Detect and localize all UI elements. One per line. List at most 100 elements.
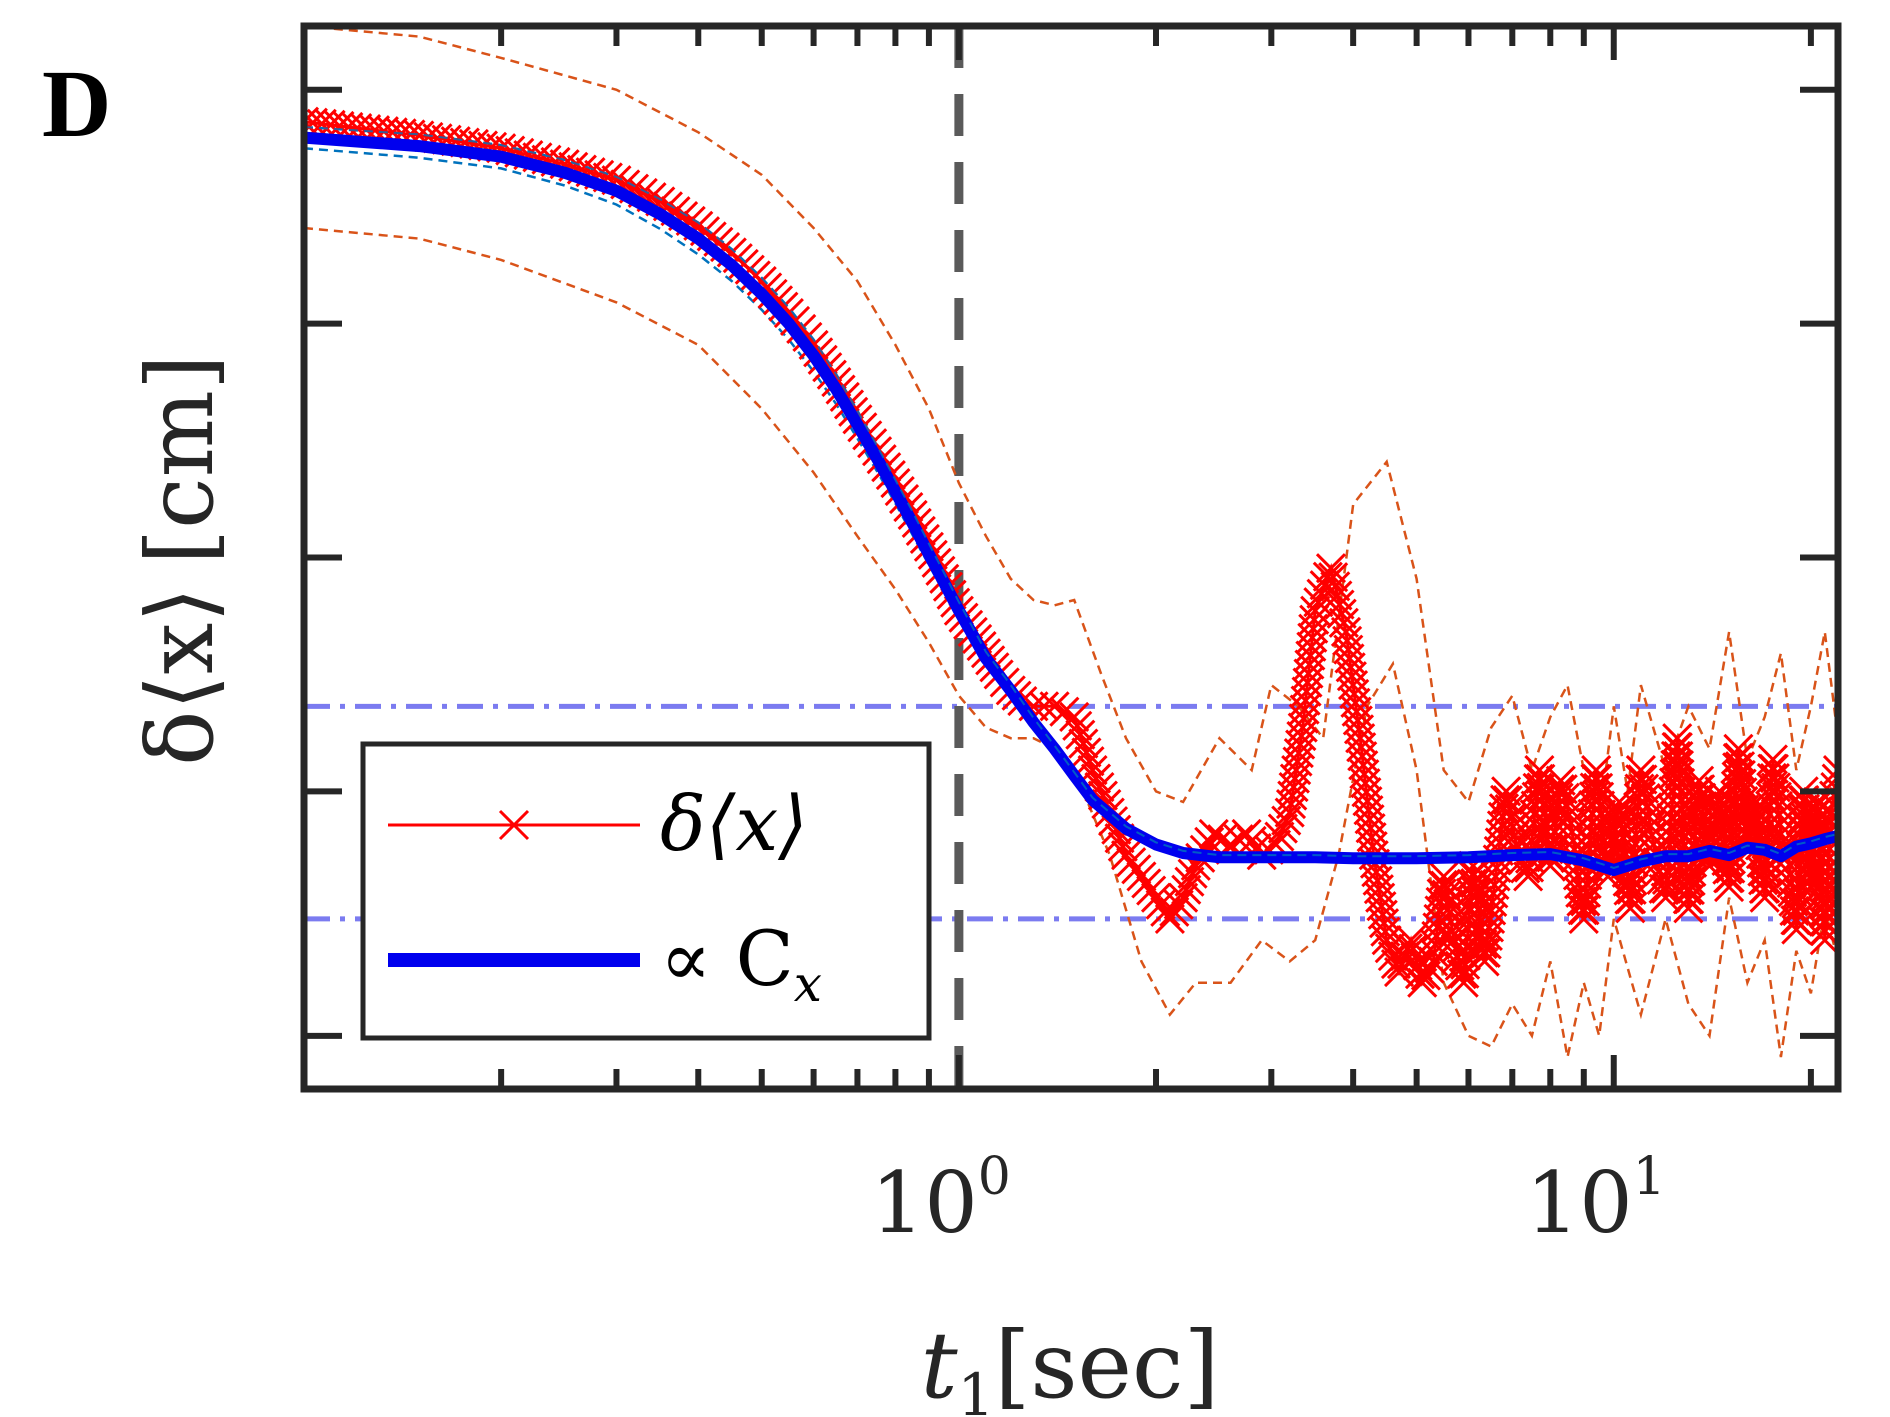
panel-letter: D bbox=[42, 50, 111, 157]
marker-58-0 bbox=[1491, 776, 1522, 807]
x-axis-label: t1[sec] bbox=[921, 1312, 1220, 1417]
marker-43-6 bbox=[1328, 607, 1359, 638]
marker-68-9-b bbox=[1612, 866, 1643, 897]
marker-45-8-b bbox=[1353, 795, 1384, 826]
marker-71-4-b bbox=[1646, 864, 1677, 896]
marker-64-8-b bbox=[1565, 877, 1596, 908]
x-tick-label-exp-0: 0 bbox=[978, 1147, 1011, 1207]
legend-marker-glyph-b bbox=[498, 809, 530, 841]
marker-0-1-b bbox=[304, 107, 328, 134]
marker-32-1-b bbox=[1159, 896, 1190, 927]
marker-43-2-b bbox=[1320, 571, 1351, 602]
marker-79-5-b bbox=[1727, 777, 1758, 808]
marker-45-2-b bbox=[1347, 741, 1378, 772]
marker-44-7-b bbox=[1339, 678, 1370, 709]
marker-39-1 bbox=[1264, 821, 1295, 852]
x-tick-label-base-0: 10 bbox=[871, 1154, 978, 1252]
marker-91-2 bbox=[1819, 780, 1838, 811]
series-bound-3 bbox=[304, 226, 1838, 1058]
marker-57-9-b bbox=[1490, 784, 1521, 815]
marker-66-4-b bbox=[1585, 790, 1616, 821]
marker-26-2-b bbox=[1065, 719, 1096, 750]
marker-43-0-b bbox=[1315, 553, 1347, 584]
marker-35-1-b bbox=[1207, 824, 1238, 855]
marker-68-10-b bbox=[1613, 875, 1644, 906]
marker-35-0-b bbox=[1198, 818, 1229, 849]
marker-last bbox=[1822, 755, 1838, 786]
marker-63-2 bbox=[1549, 782, 1580, 813]
marker-79-4-b bbox=[1726, 768, 1757, 799]
marker-81-8-b bbox=[1747, 856, 1778, 887]
marker-91-1-b bbox=[1817, 796, 1838, 820]
marker-46-7-b bbox=[1367, 899, 1398, 930]
marker-26-3 bbox=[1068, 728, 1099, 759]
marker-45-10-b bbox=[1355, 813, 1386, 844]
marker-70-4 bbox=[1632, 792, 1663, 823]
legend-marker-glyph bbox=[498, 809, 530, 841]
marker-43-4 bbox=[1324, 589, 1355, 620]
marker-30-2-b bbox=[1136, 875, 1167, 906]
series-cx-line bbox=[304, 131, 1838, 876]
marker-70-3-b bbox=[1630, 782, 1661, 814]
marker-66-0-b bbox=[1581, 755, 1612, 786]
marker-26-1-b bbox=[1062, 710, 1093, 741]
marker-26-3-b bbox=[1068, 728, 1099, 759]
x-tick-labels: 100 101 bbox=[871, 1147, 1666, 1252]
marker-55-3-b bbox=[1461, 876, 1492, 907]
x-axis-label-var: t bbox=[921, 1312, 959, 1417]
marker-70-2 bbox=[1628, 773, 1660, 804]
marker-32-2-b bbox=[1163, 889, 1194, 920]
marker-47-0 bbox=[1371, 925, 1402, 956]
marker-30-0-b bbox=[1126, 861, 1157, 892]
y-axis-label-var: δ⟨x⟩ bbox=[127, 587, 234, 766]
marker-70-0 bbox=[1625, 755, 1656, 786]
marker-26-2 bbox=[1065, 719, 1096, 750]
marker-43-0 bbox=[1315, 553, 1347, 584]
marker-43-4-b bbox=[1324, 589, 1355, 620]
marker-43-5-b bbox=[1326, 598, 1357, 629]
marker-33-3-b bbox=[1177, 858, 1208, 889]
marker-42-0 bbox=[1300, 595, 1331, 626]
marker-46-4-b bbox=[1363, 874, 1394, 905]
marker-50-1-b bbox=[1410, 960, 1441, 991]
marker-46-9-b bbox=[1370, 916, 1401, 947]
marker-69-14 bbox=[1625, 764, 1656, 795]
marker-33-2-b bbox=[1174, 866, 1205, 897]
marker-52-2 bbox=[1431, 879, 1462, 910]
marker-44-9-b bbox=[1341, 696, 1372, 727]
marker-43-1 bbox=[1318, 562, 1349, 593]
marker-52-2-b bbox=[1431, 879, 1462, 910]
marker-45-9-b bbox=[1354, 804, 1385, 835]
marker-32-1 bbox=[1159, 896, 1190, 927]
marker-41-12-b bbox=[1299, 604, 1330, 635]
marker-26-4-b bbox=[1071, 737, 1102, 768]
marker-52-1-b bbox=[1430, 870, 1461, 901]
x-axis-label-sub: 1 bbox=[958, 1361, 995, 1417]
marker-43-3 bbox=[1322, 580, 1353, 611]
marker-44-10-b bbox=[1342, 705, 1373, 736]
marker-43-2 bbox=[1320, 571, 1351, 602]
marker-77-5-b bbox=[1708, 819, 1739, 850]
marker-71-5 bbox=[1648, 873, 1679, 904]
marker-53-0-b bbox=[1438, 925, 1469, 956]
marker-44-4-b bbox=[1335, 652, 1366, 683]
y-axis-label: δ⟨x⟩ [cm] bbox=[127, 354, 234, 766]
marker-46-3-b bbox=[1362, 865, 1393, 896]
marker-45-7-b bbox=[1352, 786, 1383, 817]
marker-45-6-b bbox=[1351, 777, 1382, 808]
marker-52-0-b bbox=[1428, 861, 1459, 892]
marker-33-1 bbox=[1171, 874, 1202, 905]
marker-39-1-b bbox=[1264, 821, 1295, 852]
marker-91-0 bbox=[1816, 797, 1838, 828]
marker-70-1-b bbox=[1627, 764, 1658, 795]
marker-79-2-b bbox=[1724, 751, 1756, 782]
marker-26-5 bbox=[1074, 746, 1105, 777]
x-tick-label-exp-1: 1 bbox=[1633, 1147, 1666, 1207]
marker-66-2-b bbox=[1583, 772, 1614, 803]
tick-layer bbox=[301, 26, 1838, 1089]
marker-63-1 bbox=[1547, 774, 1578, 805]
marker-66-1-b bbox=[1582, 763, 1613, 795]
marker-79-3-b bbox=[1725, 759, 1756, 790]
marker-42-2-b bbox=[1306, 578, 1337, 609]
marker-63-2-b bbox=[1549, 782, 1580, 813]
